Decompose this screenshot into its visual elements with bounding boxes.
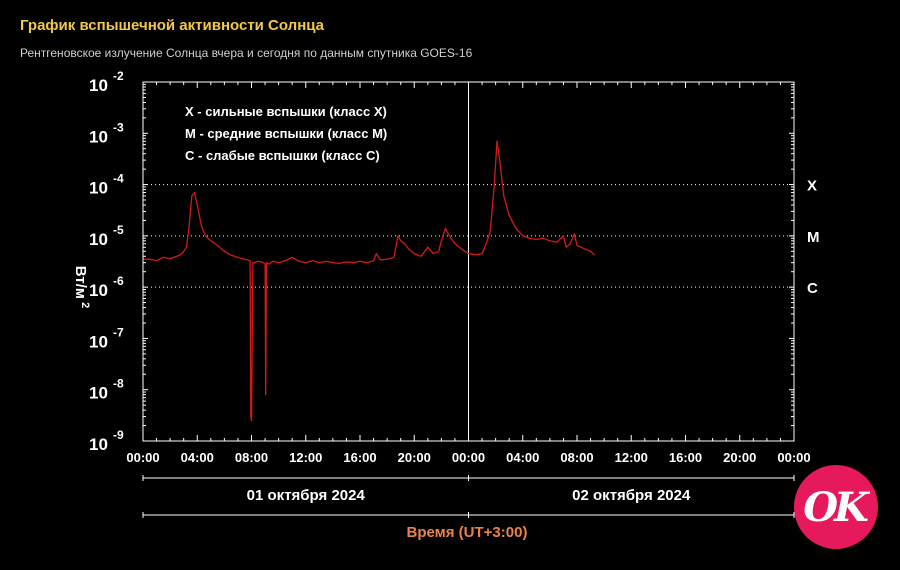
y-tick-label: 10	[89, 281, 108, 300]
page-subtitle: Рентгеновское излучение Солнца вчера и с…	[20, 46, 473, 60]
y-tick-exponent: -5	[113, 223, 124, 237]
y-tick-exponent: -9	[113, 428, 124, 442]
x-tick-label: 16:00	[669, 450, 702, 465]
legend-item: M - средние вспышки (класс M)	[185, 126, 387, 141]
grid	[143, 82, 794, 441]
y-tick-label: 10	[89, 332, 108, 351]
y-tick-exponent: -3	[113, 120, 124, 134]
legend-item: C - слабые вспышки (класс C)	[185, 148, 380, 163]
y-tick-label: 10	[89, 230, 108, 249]
x-tick-label: 08:00	[235, 450, 268, 465]
x-tick-label: 04:00	[181, 450, 214, 465]
class-label-m: M	[807, 229, 820, 246]
ok-logo: OK	[794, 465, 878, 549]
y-tick-label: 10	[89, 179, 108, 198]
x-tick-label: 00:00	[452, 450, 485, 465]
series-layer	[143, 140, 596, 422]
legend: X - сильные вспышки (класс X) M - средние…	[185, 104, 387, 163]
y-tick-label: 10	[89, 435, 108, 454]
day-label: 02 октября 2024	[572, 487, 691, 504]
y-axis-label: Вт/м 2	[72, 266, 91, 308]
class-label-x: X	[807, 178, 817, 195]
page-title: График вспышечной активности Солнца	[20, 17, 325, 34]
y-tick-exponent: -4	[113, 172, 124, 186]
y-tick-exponent: -2	[113, 69, 124, 83]
y-tick-exponent: -7	[113, 325, 124, 339]
class-label-c: C	[807, 280, 818, 297]
x-tick-label: 00:00	[126, 450, 159, 465]
x-tick-label: 04:00	[506, 450, 539, 465]
day-label: 01 октября 2024	[247, 487, 366, 504]
y-tick-label: 10	[89, 384, 108, 403]
y-tick-exponent: -8	[113, 377, 124, 391]
y-tick-exponent: -6	[113, 274, 124, 288]
x-tick-label: 20:00	[398, 450, 431, 465]
x-axis-label: Время (UT+3:00)	[407, 524, 528, 541]
x-tick-label: 12:00	[615, 450, 648, 465]
x-tick-label: 00:00	[777, 450, 810, 465]
y-tick-label: 10	[89, 76, 108, 95]
ok-logo-text: OK	[803, 483, 869, 531]
x-tick-label: 20:00	[723, 450, 756, 465]
x-tick-label: 16:00	[343, 450, 376, 465]
x-tick-label: 08:00	[560, 450, 593, 465]
series-line-0	[143, 140, 596, 422]
y-tick-label: 10	[89, 127, 108, 146]
x-tick-label: 12:00	[289, 450, 322, 465]
legend-item: X - сильные вспышки (класс X)	[185, 104, 387, 119]
